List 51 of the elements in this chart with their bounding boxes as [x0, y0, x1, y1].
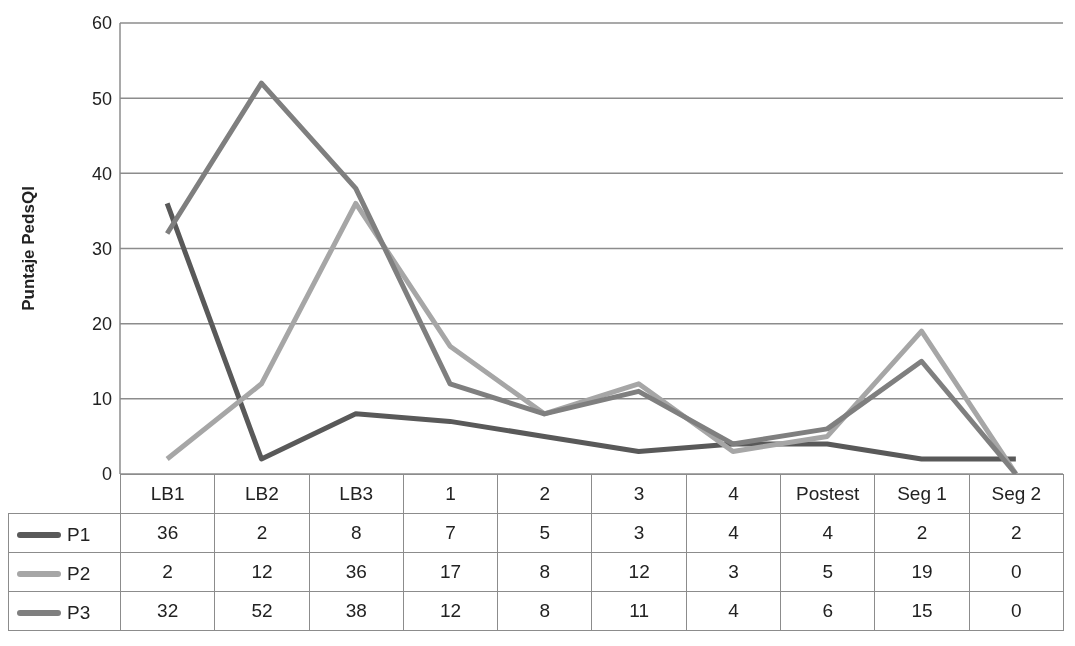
- x-tick-label: 4: [686, 474, 781, 514]
- data-label: 36: [309, 552, 404, 592]
- data-label: 2: [120, 552, 215, 592]
- data-label: 17: [403, 552, 498, 592]
- data-label: 0: [969, 591, 1064, 631]
- data-label: 52: [214, 591, 310, 631]
- data-label: 19: [874, 552, 970, 592]
- data-label: 8: [497, 591, 592, 631]
- data-label: 7: [403, 513, 498, 553]
- data-label: 2: [969, 513, 1064, 553]
- x-tick-label: LB2: [214, 474, 310, 514]
- data-label: 15: [874, 591, 970, 631]
- data-label: 4: [780, 513, 875, 553]
- y-tick-label: 0: [101, 464, 112, 485]
- data-label: 12: [214, 552, 310, 592]
- x-tick-label: 1: [403, 474, 498, 514]
- legend-label: P3: [67, 601, 91, 624]
- data-label: 36: [120, 513, 215, 553]
- x-tick-label: 3: [591, 474, 687, 514]
- data-label: 4: [686, 513, 781, 553]
- y-tick-label: 30: [91, 238, 112, 259]
- y-tick-label: 60: [91, 13, 112, 34]
- data-label: 3: [591, 513, 687, 553]
- x-tick-label: LB3: [309, 474, 404, 514]
- data-label: 2: [874, 513, 970, 553]
- data-label: 0: [969, 552, 1064, 592]
- data-label: 38: [309, 591, 404, 631]
- legend-label: P2: [67, 562, 91, 585]
- data-label: 8: [309, 513, 404, 553]
- x-tick-label: Postest: [780, 474, 875, 514]
- x-tick-label: Seg 1: [874, 474, 970, 514]
- data-label: 2: [214, 513, 310, 553]
- y-axis-title: Puntaje PedsQl: [19, 186, 39, 311]
- data-label: 32: [120, 591, 215, 631]
- x-tick-label: LB1: [120, 474, 215, 514]
- data-label: 12: [591, 552, 687, 592]
- x-tick-label: 2: [497, 474, 592, 514]
- data-label: 3: [686, 552, 781, 592]
- data-label: 6: [780, 591, 875, 631]
- y-tick-label: 10: [91, 389, 112, 410]
- data-label: 12: [403, 591, 498, 631]
- y-tick-label: 40: [91, 163, 112, 184]
- x-tick-label: Seg 2: [969, 474, 1064, 514]
- data-label: 8: [497, 552, 592, 592]
- data-label: 11: [591, 591, 687, 631]
- legend-label: P1: [67, 523, 91, 546]
- y-tick-label: 20: [91, 314, 112, 335]
- data-label: 4: [686, 591, 781, 631]
- y-tick-label: 50: [91, 88, 112, 109]
- data-label: 5: [780, 552, 875, 592]
- data-label: 5: [497, 513, 592, 553]
